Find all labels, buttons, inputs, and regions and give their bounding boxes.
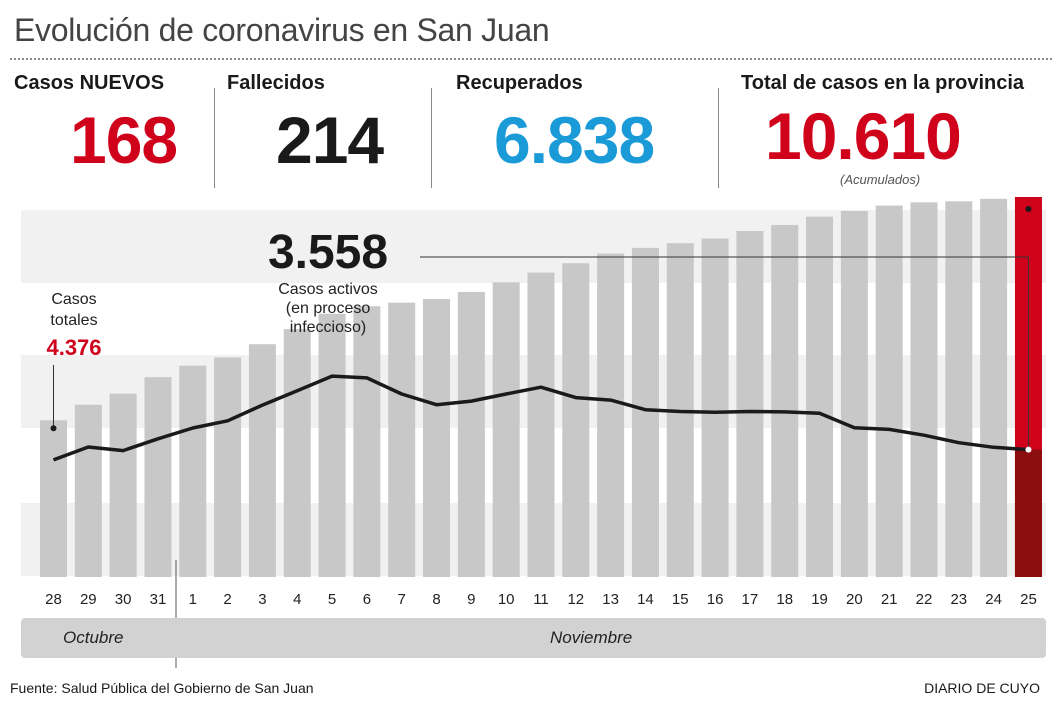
month-band: Octubre Noviembre (21, 618, 1046, 658)
x-tick-label: 28 (45, 591, 62, 608)
x-tick-label: 6 (363, 591, 371, 608)
bar (736, 231, 764, 577)
x-tick-label: 15 (672, 591, 689, 608)
bar (423, 299, 451, 577)
start-value-label: 4.376 (46, 335, 101, 360)
bar (631, 247, 659, 578)
x-tick-label: 1 (189, 591, 197, 608)
x-tick-label: 5 (328, 591, 336, 608)
start-annotation-label: totales (50, 312, 97, 329)
active-value-label: 3.558 (268, 226, 388, 279)
x-tick-label: 19 (811, 591, 828, 608)
bar (492, 282, 520, 577)
bar (806, 216, 834, 577)
stat-recuperados-label: Recuperados (456, 72, 583, 94)
bar (840, 210, 868, 577)
stat-nuevos: Casos NUEVOS 168 (14, 72, 178, 177)
stat-recuperados: Recuperados 6.838 (456, 72, 655, 177)
x-tick-label: 22 (916, 591, 933, 608)
bar (771, 224, 799, 577)
stat-nuevos-value: 168 (70, 103, 178, 177)
x-tick-label: 24 (985, 591, 1002, 608)
bar (144, 377, 172, 577)
bar (248, 344, 276, 577)
x-tick-label: 10 (498, 591, 515, 608)
x-tick-label: 17 (742, 591, 759, 608)
bar (40, 420, 67, 577)
x-tick-label: 23 (950, 591, 967, 608)
x-tick-label: 11 (533, 591, 549, 608)
stat-recuperados-value: 6.838 (494, 103, 655, 177)
bar (597, 253, 625, 577)
stat-fallecidos-value: 214 (276, 103, 384, 177)
background-band (21, 210, 1046, 283)
active-leader-line (420, 256, 1029, 450)
bar (980, 198, 1008, 577)
start-marker-dot (50, 425, 57, 432)
x-tick-label: 7 (398, 591, 406, 608)
x-tick-label: 29 (80, 591, 97, 608)
bar (875, 205, 903, 578)
x-tick-label: 20 (846, 591, 863, 608)
bar (945, 201, 973, 577)
stat-fallecidos: Fallecidos 214 (227, 72, 384, 177)
bar (283, 329, 311, 577)
bar (318, 313, 346, 577)
x-tick-label: 4 (293, 591, 301, 608)
bar (527, 272, 555, 577)
stat-total: Total de casos en la provincia 10.610 (741, 72, 1024, 169)
x-tick-label: 9 (467, 591, 475, 608)
x-tick-label: 14 (637, 591, 654, 608)
bar (74, 404, 102, 577)
active-cases-line (52, 374, 1029, 462)
bar (910, 202, 938, 577)
source-note: Fuente: Salud Pública del Gobierno de Sa… (10, 680, 314, 696)
bar (353, 306, 381, 577)
stat-total-value: 10.610 (765, 99, 962, 173)
x-tick-label: 13 (602, 591, 619, 608)
active-annotation-label: infeccioso) (290, 319, 366, 336)
chart-title: Evolución de coronavirus en San Juan (14, 12, 550, 48)
bar (109, 393, 137, 577)
stat-nuevos-label: Casos NUEVOS (14, 72, 165, 94)
active-annotation-label: (en proceso (286, 300, 371, 317)
month-label: Noviembre (550, 628, 633, 647)
x-tick-label: 16 (707, 591, 724, 608)
bar-active-portion (1014, 449, 1042, 577)
bar (179, 365, 207, 577)
active-annotation-label: Casos activos (278, 281, 378, 298)
title-divider (10, 58, 1052, 60)
active-end-dot (1025, 446, 1032, 453)
x-tick-label: 30 (115, 591, 132, 608)
stat-separator (718, 88, 719, 188)
bar (214, 357, 242, 577)
bar (457, 291, 485, 577)
x-tick-label: 3 (258, 591, 266, 608)
bar (388, 302, 416, 577)
stat-fallecidos-label: Fallecidos (227, 72, 325, 94)
x-tick-label: 12 (567, 591, 584, 608)
x-tick-label: 2 (223, 591, 231, 608)
stat-total-label: Total de casos en la provincia (741, 72, 1025, 94)
stat-separator (431, 88, 432, 188)
total-marker-dot (1025, 206, 1032, 212)
x-tick-label: 8 (432, 591, 440, 608)
bar (701, 238, 729, 577)
x-tick-label: 21 (881, 591, 898, 608)
brand-label: DIARIO DE CUYO (924, 680, 1040, 696)
stat-separator (214, 88, 215, 188)
x-tick-label: 25 (1020, 591, 1037, 608)
start-annotation-label: Casos (51, 291, 96, 308)
stat-total-sub: (Acumulados) (840, 172, 921, 187)
bar (562, 263, 590, 577)
x-tick-label: 18 (776, 591, 793, 608)
month-label: Octubre (63, 628, 124, 647)
x-tick-label: 31 (150, 591, 167, 608)
